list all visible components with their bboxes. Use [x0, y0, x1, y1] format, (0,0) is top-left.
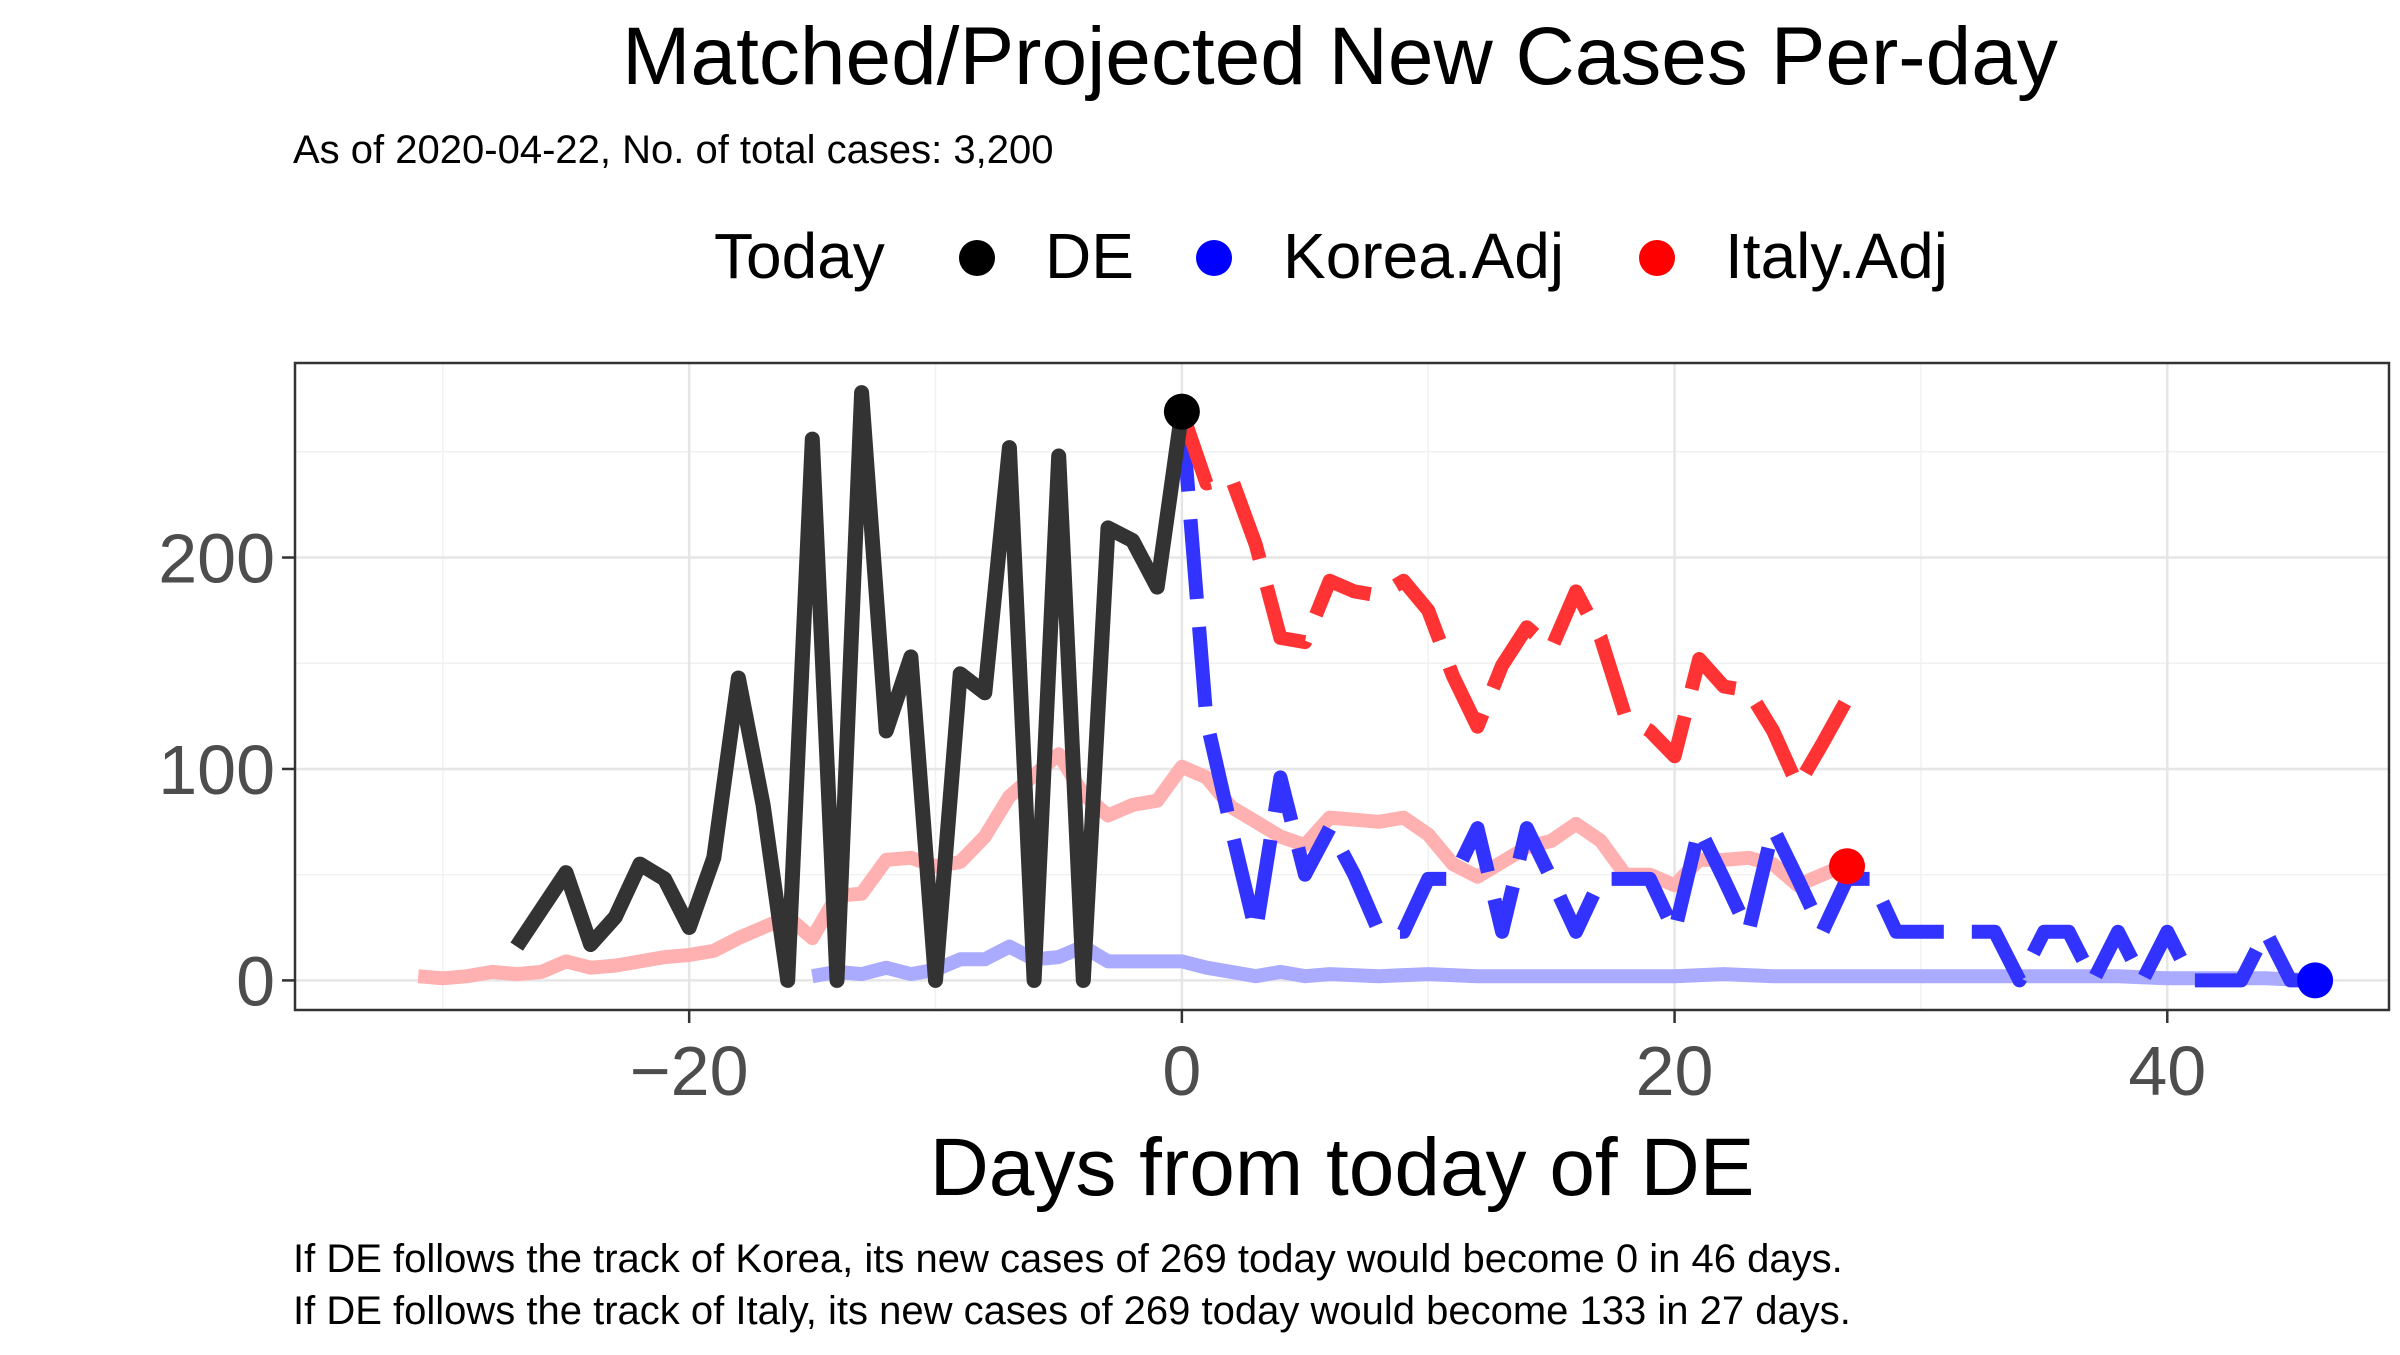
legend-label-korea: Korea.Adj	[1283, 220, 1564, 292]
x-axis-label: Days from today of DE	[930, 1122, 1755, 1213]
x-tick-label: 0	[1162, 1032, 1201, 1110]
today-marker-korea-adj	[2297, 962, 2334, 999]
axis-ticks	[282, 556, 2169, 1023]
legend-key-korea	[1196, 240, 1232, 276]
plot-border	[293, 361, 2391, 1012]
x-tick-label: 20	[1636, 1032, 1714, 1110]
legend-label-italy: Italy.Adj	[1725, 220, 1948, 292]
series-line-korea-hist	[811, 939, 2316, 988]
y-tick-label: 100	[158, 731, 275, 809]
legend-label-de: DE	[1045, 220, 1134, 292]
today-marker-de	[1163, 393, 1200, 430]
caption-italy: If DE follows the track of Italy, its ne…	[293, 1289, 1851, 1333]
tick-labels: −20 0 20 40 0 100 200	[158, 520, 2206, 1110]
caption-korea: If DE follows the track of Korea, its ne…	[293, 1237, 1843, 1281]
chart-title: Matched/Projected New Cases Per-day	[622, 11, 2058, 102]
series-line-italy-hist	[417, 747, 1850, 986]
series-line-italy-adj	[1175, 409, 1854, 793]
x-tick-label: 40	[2128, 1032, 2206, 1110]
legend: Today DE Korea.Adj Italy.Adj	[714, 220, 1948, 292]
series-layer	[417, 385, 2316, 988]
legend-key-italy	[1639, 240, 1675, 276]
legend-title: Today	[714, 220, 885, 292]
plot-panel	[295, 363, 2389, 1010]
y-tick-label: 200	[158, 520, 275, 598]
series-line-korea-adj	[1174, 411, 2316, 988]
grid-minor	[295, 363, 2389, 1010]
legend-key-de	[959, 240, 995, 276]
today-marker-italy-adj	[1829, 848, 1866, 885]
y-tick-label: 0	[236, 942, 275, 1020]
marker-layer	[1163, 393, 2334, 999]
x-tick-label: −20	[630, 1032, 749, 1110]
chart-subtitle: As of 2020-04-22, No. of total cases: 3,…	[293, 128, 1053, 172]
series-line-de	[510, 385, 1190, 988]
